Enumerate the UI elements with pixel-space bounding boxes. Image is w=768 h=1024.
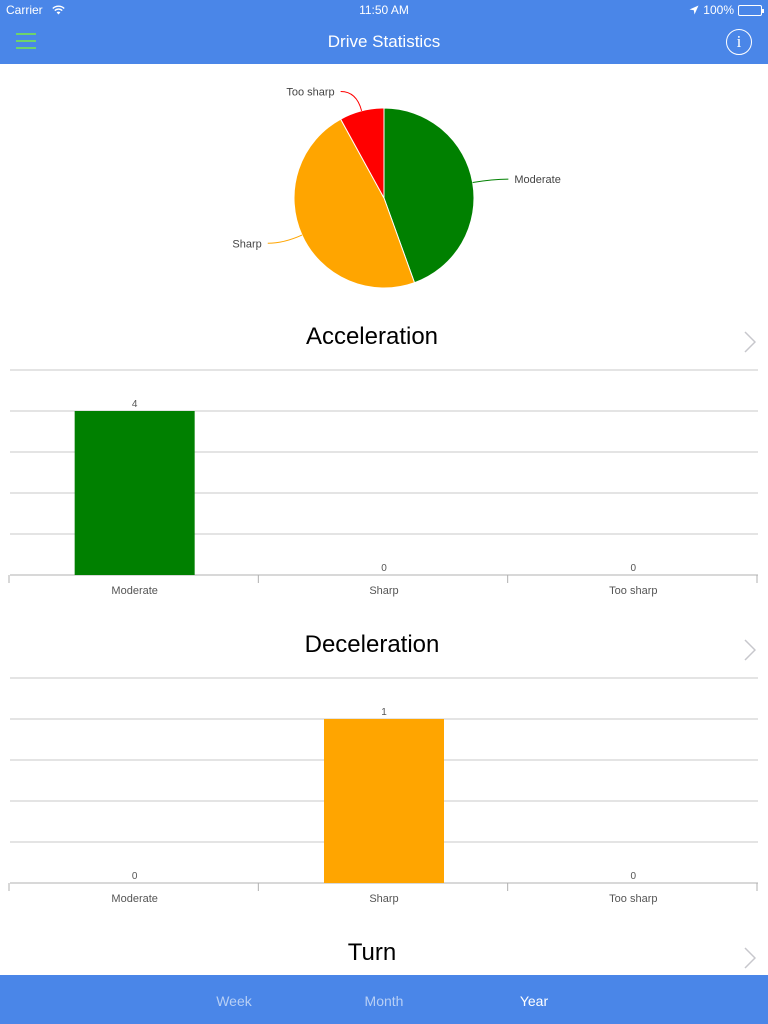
acceleration-chevron-icon[interactable] bbox=[744, 331, 756, 353]
pie-chart: Moderate Sharp Too sharp bbox=[232, 86, 561, 289]
location-arrow-icon bbox=[689, 5, 699, 15]
category-label-sharp: Sharp bbox=[369, 893, 398, 905]
statistics-content[interactable]: Moderate Sharp Too sharp Acceleration 4 Mod… bbox=[0, 64, 768, 975]
pie-connector-moderate bbox=[472, 178, 509, 184]
info-icon[interactable]: i bbox=[726, 29, 752, 55]
pie-slice-sharp bbox=[293, 118, 416, 289]
bar-moderate bbox=[74, 411, 195, 575]
turn-chevron-icon[interactable] bbox=[744, 947, 756, 969]
tab-month[interactable]: Month bbox=[364, 993, 404, 1009]
status-bar: Carrier 11:50 AM 100% bbox=[0, 0, 768, 20]
tab-week[interactable]: Week bbox=[216, 993, 252, 1009]
pie-connector-sharp bbox=[267, 234, 303, 244]
pie-label-too-sharp: Too sharp bbox=[286, 86, 334, 98]
bar-value-label: 0 bbox=[631, 563, 637, 574]
bar-value-label: 4 bbox=[132, 399, 138, 410]
status-right: 100% bbox=[689, 3, 764, 17]
status-time: 11:50 AM bbox=[359, 3, 409, 17]
pie-connector-too-sharp bbox=[340, 90, 363, 111]
battery-percent: 100% bbox=[703, 3, 734, 17]
carrier-label: Carrier bbox=[6, 3, 43, 17]
deceleration-bar-chart: 0 Moderate 1 Sharp 0 Too sharp bbox=[8, 677, 758, 905]
category-label-too-sharp: Too sharp bbox=[609, 585, 657, 597]
turn-title: Turn bbox=[347, 939, 397, 966]
pie-label-sharp: Sharp bbox=[232, 238, 261, 250]
acceleration-title: Acceleration bbox=[305, 323, 439, 350]
navigation-bar: Carrier 11:50 AM 100% Drive Statistics i bbox=[0, 0, 768, 64]
battery-icon bbox=[738, 4, 764, 16]
acceleration-bar-chart: 4 Moderate 0 Sharp 0 Too sharp bbox=[8, 369, 758, 597]
category-label-moderate: Moderate bbox=[111, 585, 157, 597]
category-label-too-sharp: Too sharp bbox=[609, 893, 657, 905]
period-tab-bar: Week Month Year bbox=[0, 975, 768, 1024]
bar-value-label: 0 bbox=[132, 871, 138, 882]
deceleration-title: Deceleration bbox=[304, 631, 440, 658]
pie-slice-moderate bbox=[383, 107, 475, 284]
pie-label-moderate: Moderate bbox=[514, 174, 560, 186]
hamburger-menu-icon[interactable] bbox=[16, 33, 36, 49]
bar-value-label: 0 bbox=[381, 563, 387, 574]
bar-value-label: 1 bbox=[381, 707, 387, 718]
tab-year[interactable]: Year bbox=[519, 993, 549, 1009]
category-label-moderate: Moderate bbox=[111, 893, 157, 905]
deceleration-chevron-icon[interactable] bbox=[744, 639, 756, 661]
page-title: Drive Statistics bbox=[327, 32, 441, 51]
wifi-icon bbox=[52, 5, 65, 15]
category-label-sharp: Sharp bbox=[369, 585, 398, 597]
bar-value-label: 0 bbox=[631, 871, 637, 882]
bar-sharp bbox=[324, 719, 444, 883]
